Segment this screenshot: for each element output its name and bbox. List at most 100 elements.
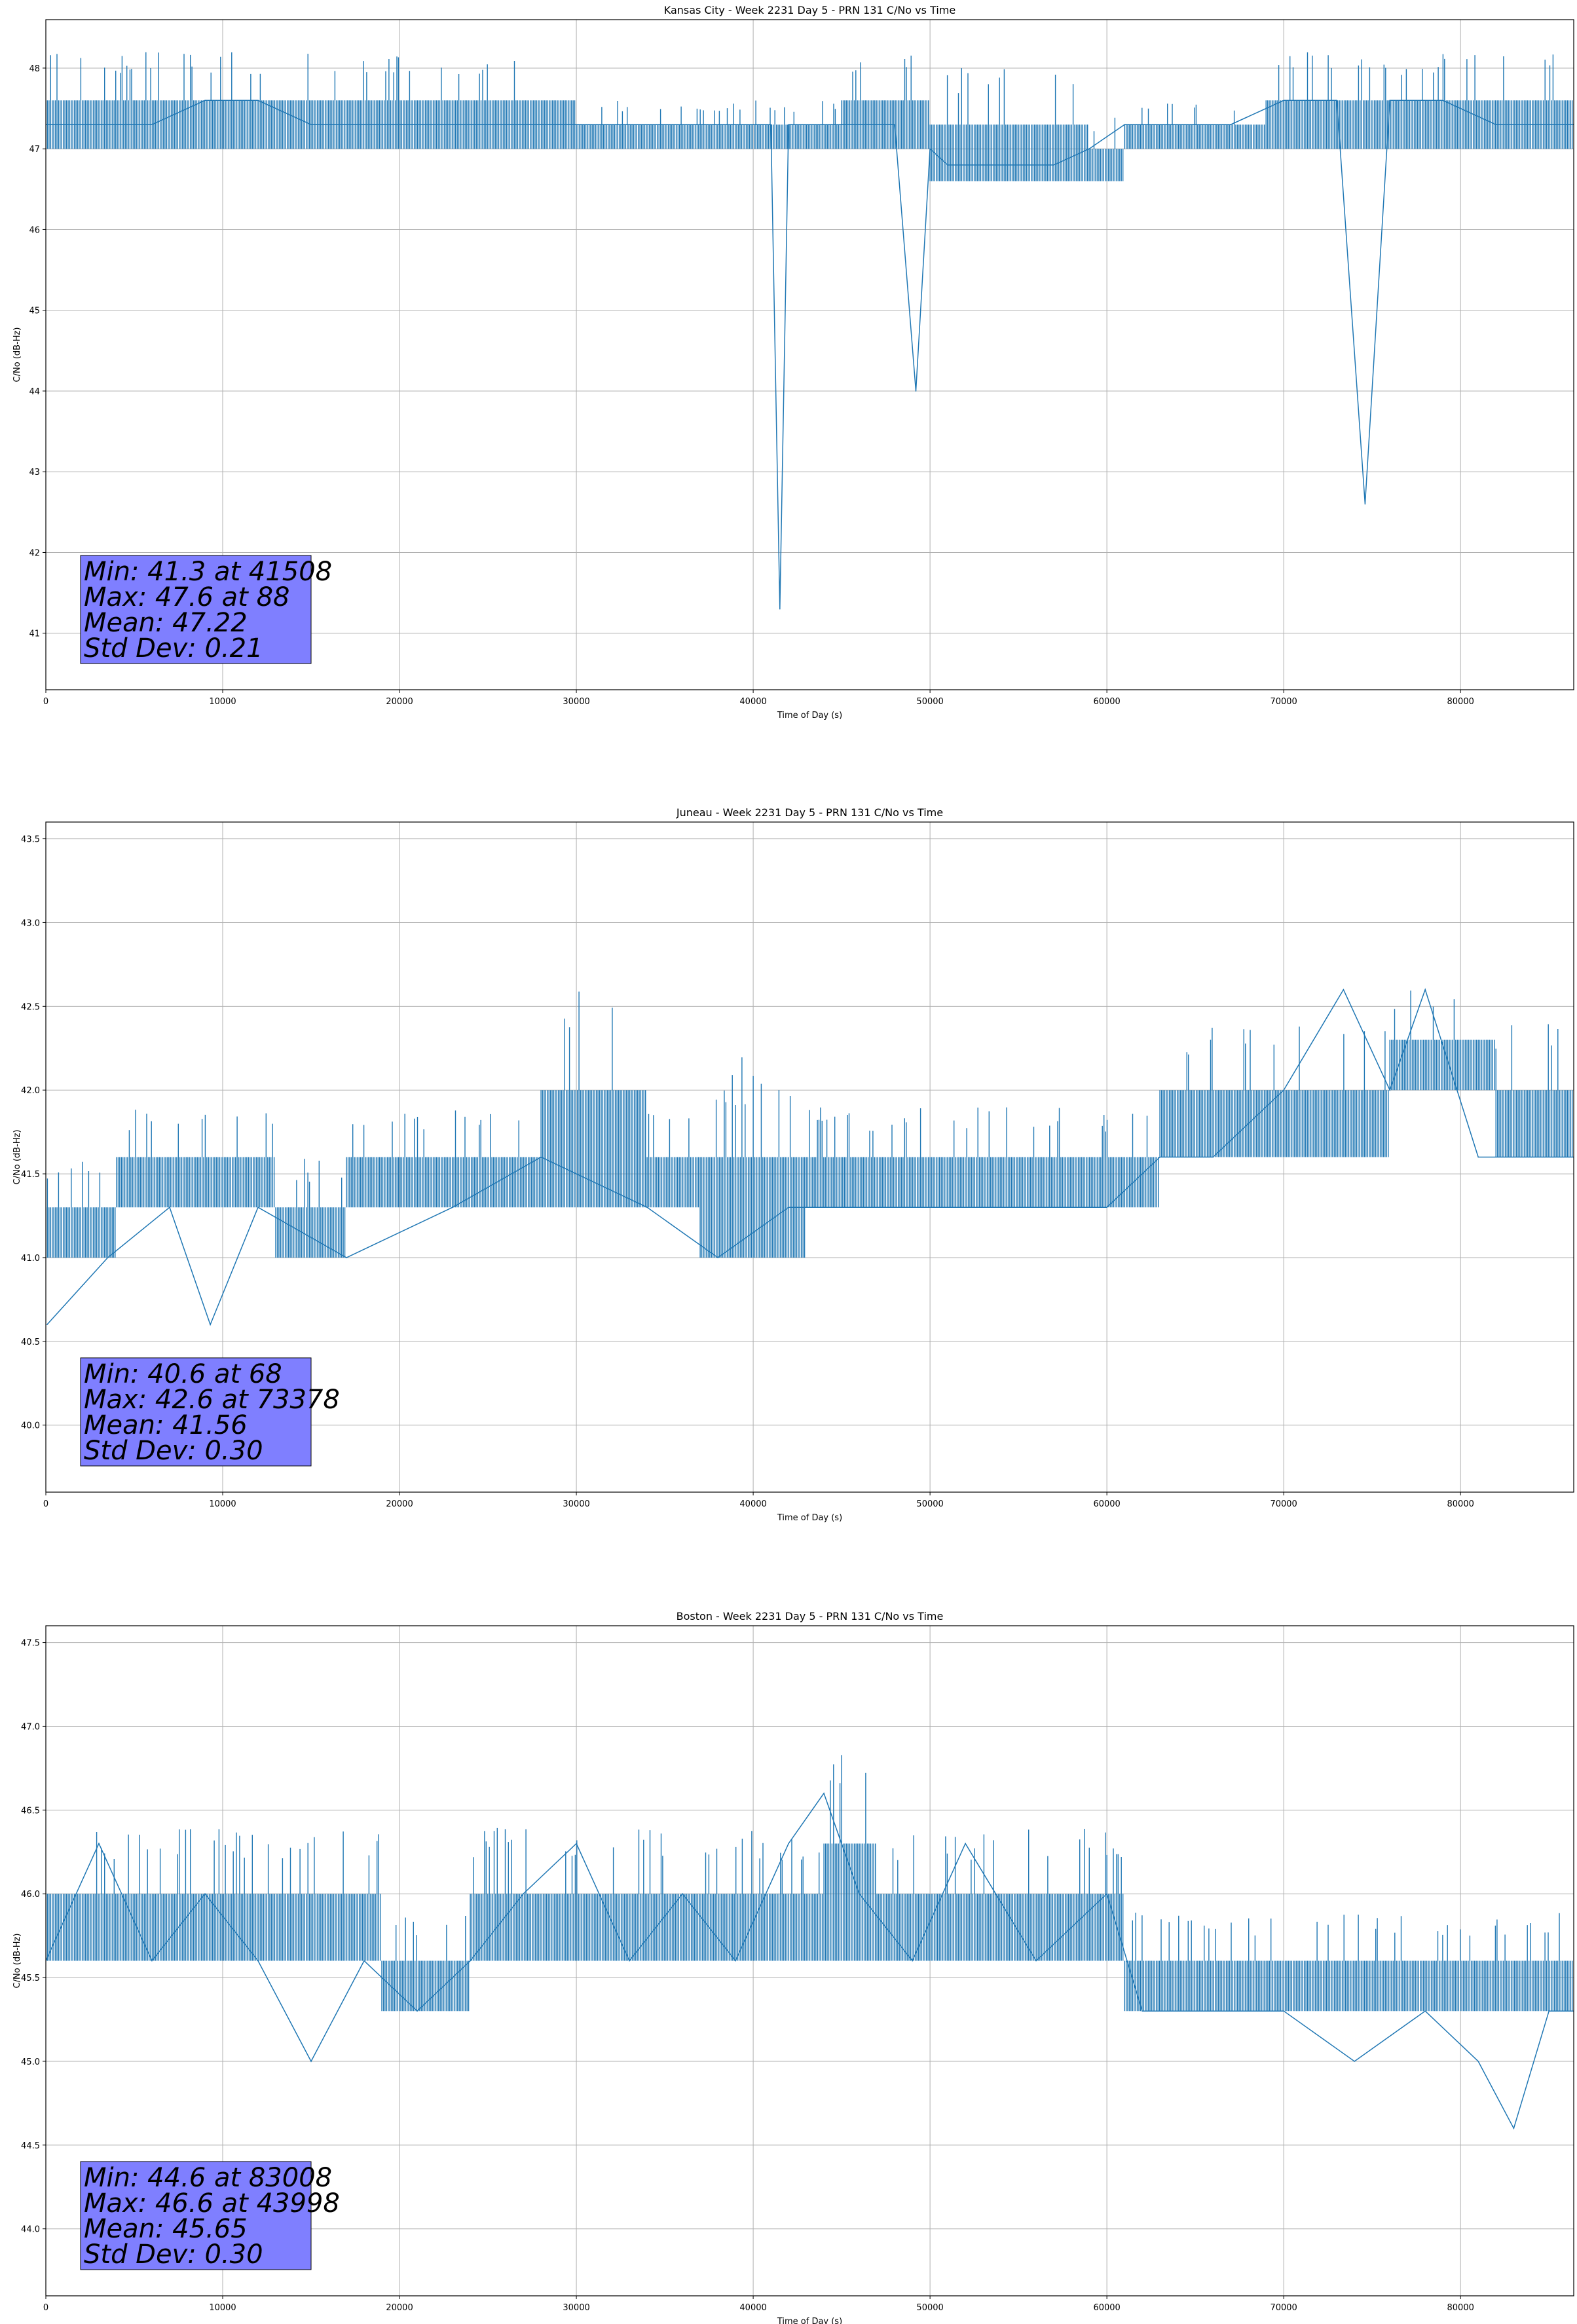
stats-line: Std Dev: 0.21	[84, 633, 263, 664]
data-point	[470, 1960, 471, 1962]
data-point	[46, 1324, 48, 1326]
data-point	[788, 1843, 789, 1845]
data-point	[1354, 2061, 1355, 2062]
x-axis-label: Time of Day (s)	[777, 2317, 842, 2324]
y-tick-label: 45.0	[21, 2057, 40, 2067]
data-point	[151, 1960, 153, 1962]
y-tick-label: 44.0	[21, 2225, 40, 2235]
data-point	[717, 1257, 718, 1258]
axes-frame	[45, 19, 1574, 690]
data-point	[1364, 503, 1366, 505]
y-tick-label: 40.0	[21, 1421, 40, 1431]
y-tick-label: 46.5	[21, 1806, 40, 1816]
data-point	[894, 124, 895, 126]
y-tick-label: 47	[29, 145, 40, 155]
data-point	[540, 1156, 542, 1158]
chart-panel-1: 0 10000 20000 30000 40000 50000 60000 70000 8000…	[12, 4, 1574, 721]
data-point	[823, 1792, 825, 1794]
data-point	[1283, 1089, 1284, 1091]
y-tick-label: 45.5	[21, 1974, 40, 1983]
data-point	[1548, 2010, 1549, 2012]
x-tick-label: 80000	[1447, 1499, 1474, 1509]
y-axis-label: C/No (dB-Hz)	[12, 328, 22, 383]
x-tick-label: 80000	[1447, 697, 1474, 707]
data-point	[1141, 2010, 1143, 2012]
axes-frame	[45, 821, 1574, 1493]
x-tick-label: 10000	[209, 697, 236, 707]
y-tick-label: 47.0	[21, 1722, 40, 1732]
x-tick-label: 30000	[563, 2303, 589, 2313]
data-point	[107, 1257, 109, 1258]
data-point	[629, 124, 630, 126]
x-tick-label: 0	[43, 2303, 48, 2313]
data-point	[310, 2061, 312, 2062]
y-tick-label: 45	[29, 307, 40, 316]
stats-line: Max: 47.6 at 88	[84, 582, 289, 612]
data-point	[1531, 1156, 1532, 1158]
y-tick-label: 48	[29, 64, 40, 74]
data-point	[1336, 100, 1337, 102]
series-group	[46, 1755, 1574, 2130]
y-tick-label: 41.0	[21, 1254, 40, 1264]
x-tick-label: 40000	[739, 2303, 766, 2313]
chart-panel-2: 0 10000 20000 30000 40000 50000 60000 70000 8000…	[12, 806, 1574, 1523]
data-point	[1548, 124, 1549, 126]
data-point	[1442, 100, 1443, 102]
data-point	[1177, 124, 1178, 126]
data-point	[682, 124, 683, 126]
data-point	[576, 124, 577, 126]
x-tick-label: 10000	[209, 2303, 236, 2313]
x-tick-label: 60000	[1093, 1499, 1120, 1509]
y-tick-label: 41	[29, 629, 40, 639]
series-band	[46, 990, 1573, 1258]
stats-box	[80, 1357, 312, 1467]
x-tick-label: 40000	[739, 697, 766, 707]
data-point	[1389, 100, 1390, 102]
data-point	[151, 124, 153, 126]
y-tick-label: 43.0	[21, 918, 40, 928]
x-tick-label: 50000	[916, 697, 943, 707]
stats-box	[80, 2161, 312, 2270]
data-point	[965, 1843, 966, 1845]
y-axis-label: C/No (dB-Hz)	[12, 1130, 22, 1185]
data-point	[1513, 2127, 1515, 2129]
data-point	[735, 124, 736, 126]
data-point	[1424, 988, 1426, 990]
series-group	[46, 988, 1574, 1326]
stats-line: Max: 42.6 at 73378	[84, 1385, 340, 1415]
data-point	[169, 1207, 170, 1209]
stats-line: Min: 41.3 at 41508	[84, 557, 332, 587]
data-point	[1018, 164, 1019, 166]
x-tick-label: 0	[43, 1499, 48, 1509]
stats-line: Std Dev: 0.30	[84, 2240, 263, 2270]
x-tick-label: 10000	[209, 1499, 236, 1509]
series-group	[46, 52, 1574, 610]
x-tick-label: 30000	[563, 697, 589, 707]
data-point	[1124, 124, 1125, 126]
x-tick-label: 60000	[1093, 2303, 1120, 2313]
y-tick-label: 47.5	[21, 1639, 40, 1649]
data-point	[1088, 148, 1090, 150]
y-tick-label: 46	[29, 225, 40, 235]
data-point	[1477, 1156, 1479, 1158]
stats-line: Mean: 41.56	[84, 1410, 248, 1440]
data-point	[682, 1893, 683, 1894]
data-point	[204, 1893, 206, 1894]
data-point	[1343, 988, 1345, 990]
chart-title: Kansas City - Week 2231 Day 5 - PRN 131 …	[664, 4, 955, 16]
x-tick-label: 50000	[916, 1499, 943, 1509]
data-point	[257, 1207, 259, 1209]
chart-title: Boston - Week 2231 Day 5 - PRN 131 C/No …	[677, 1610, 944, 1622]
data-point	[346, 1257, 347, 1258]
data-point	[1000, 1207, 1001, 1209]
data-point	[1212, 1156, 1214, 1158]
data-point	[257, 100, 259, 102]
data-point	[1106, 1893, 1107, 1894]
data-point	[779, 608, 781, 610]
x-tick-label: 40000	[739, 1499, 766, 1509]
data-point	[876, 1207, 878, 1209]
x-tick-label: 50000	[916, 2303, 943, 2313]
series-band	[46, 1755, 1573, 2012]
y-axis-label: C/No (dB-Hz)	[12, 1934, 22, 1989]
